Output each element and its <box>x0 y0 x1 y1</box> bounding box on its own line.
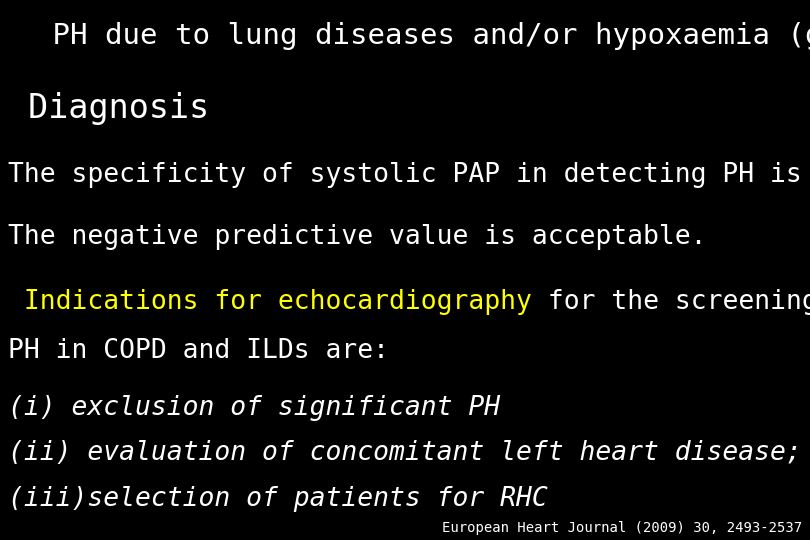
Text: The specificity of systolic PAP in detecting PH is low: The specificity of systolic PAP in detec… <box>8 162 810 188</box>
Text: The negative predictive value is acceptable.: The negative predictive value is accepta… <box>8 224 706 250</box>
Text: (ii) evaluation of concomitant left heart disease;: (ii) evaluation of concomitant left hear… <box>8 440 802 466</box>
Text: Diagnosis: Diagnosis <box>8 92 209 125</box>
Text: for the screening of: for the screening of <box>532 289 810 315</box>
Text: (i) exclusion of significant PH: (i) exclusion of significant PH <box>8 395 501 421</box>
Text: Indications for echocardiography: Indications for echocardiography <box>8 289 532 315</box>
Text: European Heart Journal (2009) 30, 2493-2537: European Heart Journal (2009) 30, 2493-2… <box>441 521 802 535</box>
Text: (iii)selection of patients for RHC: (iii)selection of patients for RHC <box>8 486 548 512</box>
Text: PH in COPD and ILDs are:: PH in COPD and ILDs are: <box>8 338 389 363</box>
Text: PH due to lung diseases and/or hypoxaemia (group 3): PH due to lung diseases and/or hypoxaemi… <box>0 22 810 50</box>
